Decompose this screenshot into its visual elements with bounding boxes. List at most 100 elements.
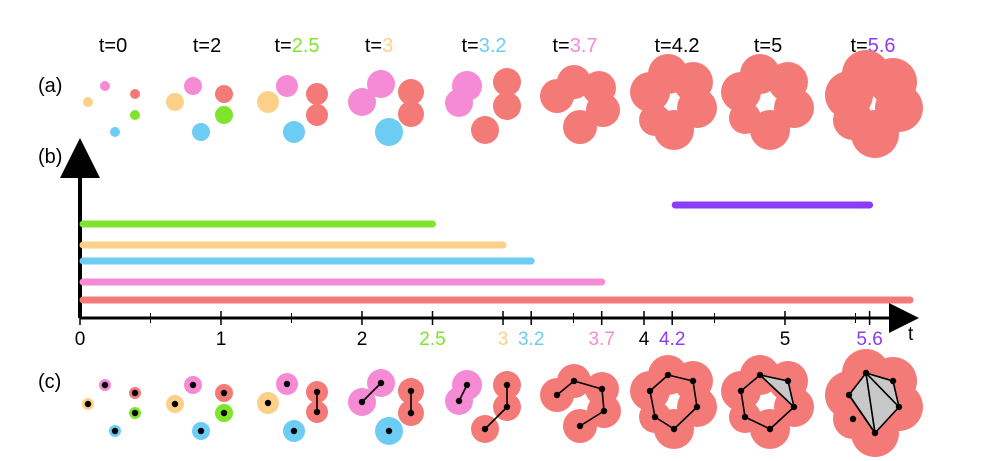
ball-frame: [166, 77, 233, 141]
simplex-edge: [649, 390, 656, 418]
ball: [306, 83, 328, 105]
complex-frame: [257, 373, 328, 442]
frame-title-value: 5: [771, 35, 782, 57]
simplex-edge: [556, 380, 575, 396]
simplex-edge: [769, 406, 795, 430]
ball: [833, 100, 873, 140]
ball: [283, 121, 305, 143]
frame-title-value: 3.2: [479, 35, 507, 57]
ball: [306, 104, 328, 126]
vertex: [693, 403, 701, 411]
ball-frame: [445, 68, 521, 144]
complex-frame: [166, 376, 233, 440]
ball-frame: [83, 81, 140, 137]
barcode-ticks: 0 1 2 2.5 3 3.2 3.7 4 4.2 5 5.6: [75, 311, 883, 350]
frame-title-prefix: t=: [274, 35, 291, 57]
vertex: [171, 400, 179, 408]
vertex: [871, 429, 879, 437]
ball: [348, 88, 376, 116]
ball: [257, 91, 279, 113]
vertex: [313, 388, 321, 396]
simplex-edge: [865, 372, 900, 408]
ball: [166, 93, 184, 111]
vertex: [455, 397, 463, 405]
frame-title-prefix: t=: [552, 35, 569, 57]
ball: [184, 77, 202, 95]
ball: [729, 102, 761, 134]
vertex: [503, 381, 511, 389]
ball-filtration-row: [83, 50, 923, 158]
vertex: [664, 371, 672, 379]
simplex-edge: [579, 410, 605, 427]
ball: [130, 110, 140, 120]
vertex: [313, 408, 321, 416]
ball: [192, 123, 210, 141]
simplex-edge: [759, 374, 795, 408]
ball: [367, 70, 395, 98]
simplex-edge: [601, 388, 605, 412]
vertex: [463, 381, 471, 389]
simplex-edge: [673, 406, 698, 430]
tick-label: 4: [639, 329, 650, 350]
vertex: [358, 398, 366, 406]
simplex-edge: [865, 372, 894, 382]
simplex-edge: [892, 380, 900, 408]
vertex: [598, 385, 606, 393]
tick-label: 2: [357, 329, 368, 350]
simplex-edge: [573, 380, 603, 390]
vertex: [131, 409, 139, 417]
simplex-edge: [667, 374, 694, 382]
frame-title: t=0: [99, 35, 127, 57]
tick-label: 0: [75, 329, 86, 350]
vertex: [845, 391, 853, 399]
ball: [398, 101, 424, 127]
frame-title-prefix: t=: [365, 35, 382, 57]
simplex-edge: [865, 372, 876, 434]
tick-label: 3.2: [518, 329, 544, 350]
frame-title-value: 5.6: [868, 35, 896, 57]
ball-frame: [721, 54, 814, 150]
vertex: [862, 369, 870, 377]
vertex: [377, 379, 385, 387]
frame-title: t=2.5: [274, 35, 319, 57]
vertex: [895, 403, 903, 411]
frame-title: t=5.6: [850, 35, 895, 57]
complex-frame: [445, 370, 521, 443]
frame-title-value: 4.2: [672, 35, 700, 57]
vertex: [220, 409, 228, 417]
ball: [215, 85, 233, 103]
frame-title: t=3.2: [461, 35, 506, 57]
frame-title: t=3.7: [552, 35, 597, 57]
barcode-bars: [79, 201, 914, 304]
ball: [563, 110, 597, 144]
simplex-edge: [692, 380, 698, 408]
vertex: [756, 371, 764, 379]
simplex-edge: [744, 416, 771, 430]
simplex-edge: [848, 394, 876, 434]
ball: [639, 104, 671, 136]
panel-label-c: (c): [38, 371, 61, 393]
tick-label: 1: [216, 329, 227, 350]
vertex: [503, 403, 511, 411]
simplex-edge: [874, 406, 900, 434]
frame-title-prefix: t=: [461, 35, 478, 57]
complex-frame: [630, 355, 717, 449]
vertex: [197, 427, 205, 435]
frame-title: t=5: [754, 35, 782, 57]
vertex: [407, 387, 415, 395]
time-axis-label: t: [908, 324, 914, 345]
frame-title-value: 3.7: [570, 35, 598, 57]
vertex: [670, 425, 678, 433]
ball: [100, 81, 110, 91]
complex-frame: [825, 349, 923, 457]
panel-label-b: (b): [38, 146, 62, 168]
vertex: [189, 381, 197, 389]
vertex: [131, 389, 139, 397]
frame-title-prefix: t=: [193, 35, 210, 57]
tick-label: 5: [780, 329, 791, 350]
frame-title-prefix: t=: [654, 35, 671, 57]
ball: [445, 89, 473, 117]
ball-frame: [825, 50, 923, 158]
frame-title: t=2: [193, 35, 221, 57]
